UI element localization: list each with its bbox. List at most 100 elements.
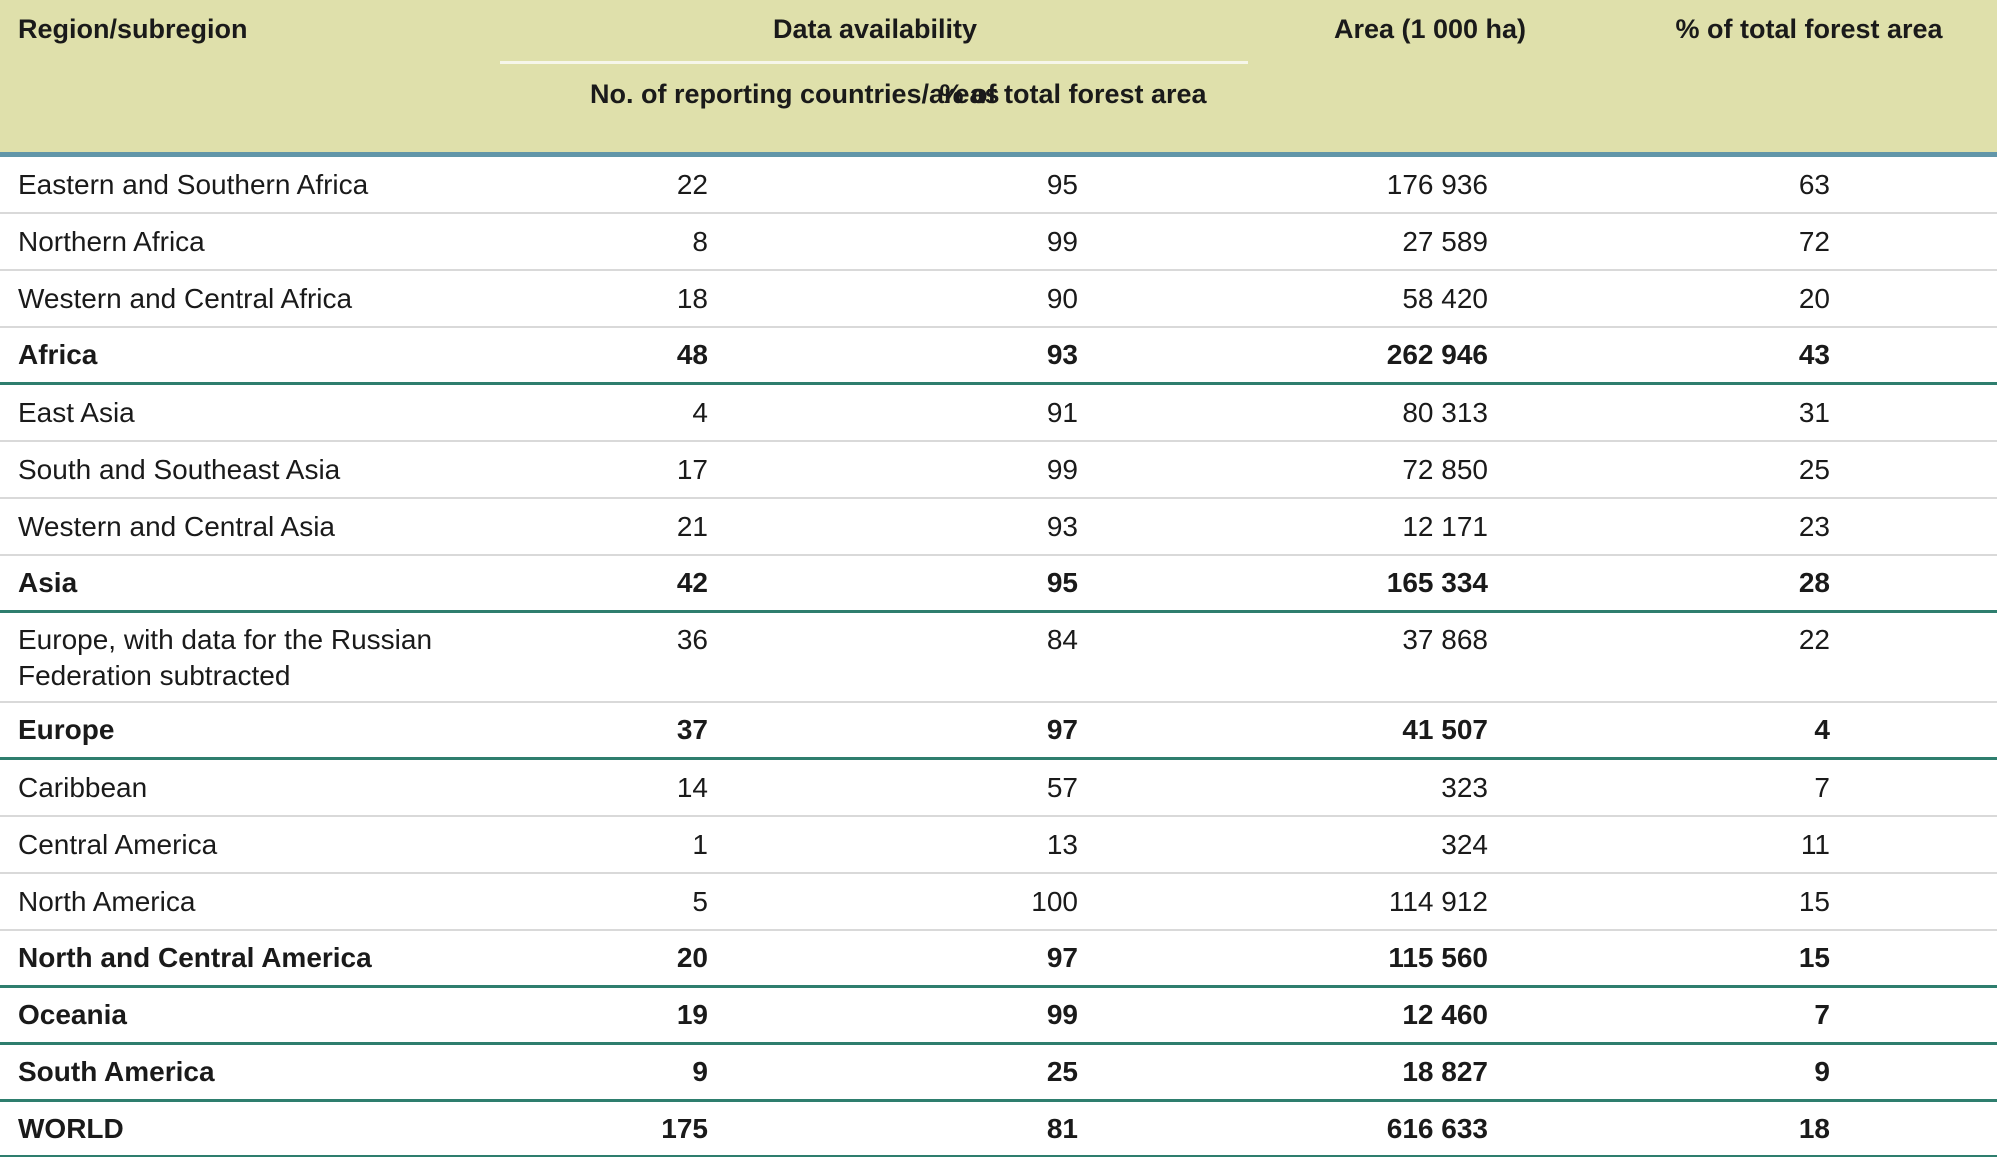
header-total-forest-percent: % of total forest area xyxy=(1675,14,1943,44)
reporting-countries-cell: 9 xyxy=(692,1056,708,1087)
region-cell: Northern Africa xyxy=(18,225,205,257)
table-row-total: Oceania 19 99 12 460 7 xyxy=(0,988,1997,1045)
area-cell: 165 334 xyxy=(1386,567,1488,598)
table-row: Europe, with data for the Russian Federa… xyxy=(0,613,1997,703)
area-cell: 262 946 xyxy=(1386,339,1488,370)
table-row-total: Europe 37 97 41 507 4 xyxy=(0,703,1997,760)
area-cell: 72 850 xyxy=(1402,453,1488,485)
total-forest-percent-cell: 9 xyxy=(1814,1056,1830,1087)
total-forest-percent-cell: 18 xyxy=(1798,1112,1830,1144)
region-cell: East Asia xyxy=(18,396,135,428)
table-row: Eastern and Southern Africa 22 95 176 93… xyxy=(0,157,1997,214)
table-row: Caribbean 14 57 323 7 xyxy=(0,760,1997,817)
total-forest-percent-cell: 11 xyxy=(1800,828,1830,860)
reporting-countries-cell: 5 xyxy=(692,885,708,917)
availability-percent-cell: 57 xyxy=(1046,771,1078,803)
reporting-countries-cell: 19 xyxy=(676,999,708,1030)
total-forest-percent-cell: 22 xyxy=(1798,624,1830,655)
total-forest-percent-cell: 4 xyxy=(1814,714,1830,745)
region-cell: Eastern and Southern Africa xyxy=(18,168,369,200)
availability-percent-cell: 99 xyxy=(1046,225,1078,257)
availability-percent-cell: 99 xyxy=(1046,999,1078,1030)
area-cell: 115 560 xyxy=(1388,942,1488,973)
reporting-countries-cell: 175 xyxy=(661,1112,708,1144)
header-reporting-countries: No. of reporting countries/areas xyxy=(590,79,1000,109)
region-cell: Central America xyxy=(18,828,218,860)
total-forest-percent-cell: 15 xyxy=(1798,942,1830,973)
reporting-countries-cell: 21 xyxy=(676,510,708,542)
region-cell: North and Central America xyxy=(18,942,372,973)
table-body: Eastern and Southern Africa 22 95 176 93… xyxy=(0,157,1997,1157)
total-forest-percent-cell: 63 xyxy=(1798,168,1830,200)
area-cell: 12 171 xyxy=(1402,510,1488,542)
total-forest-percent-cell: 72 xyxy=(1798,225,1830,257)
header-data-availability-group: Data availability xyxy=(772,14,978,44)
availability-percent-cell: 91 xyxy=(1046,396,1078,428)
table-row: Western and Central Asia 21 93 12 171 23 xyxy=(0,499,1997,556)
availability-percent-cell: 25 xyxy=(1046,1056,1078,1087)
table-row: North America 5 100 114 912 15 xyxy=(0,874,1997,931)
area-cell: 27 589 xyxy=(1402,225,1488,257)
total-forest-percent-cell: 25 xyxy=(1798,453,1830,485)
region-cell: Africa xyxy=(18,339,98,370)
reporting-countries-cell: 8 xyxy=(692,225,708,257)
reporting-countries-cell: 4 xyxy=(692,396,708,428)
availability-percent-cell: 84 xyxy=(1046,624,1078,655)
area-cell: 324 xyxy=(1441,828,1488,860)
area-cell: 12 460 xyxy=(1402,999,1488,1030)
area-cell: 323 xyxy=(1441,771,1488,803)
availability-percent-cell: 90 xyxy=(1046,282,1078,314)
header-availability-percent: % of total forest area xyxy=(939,79,1207,109)
total-forest-percent-cell: 7 xyxy=(1814,999,1830,1030)
region-cell: Asia xyxy=(18,567,78,598)
total-forest-percent-cell: 7 xyxy=(1814,771,1830,803)
total-forest-percent-cell: 15 xyxy=(1798,885,1830,917)
total-forest-percent-cell: 20 xyxy=(1798,282,1830,314)
availability-percent-cell: 93 xyxy=(1046,339,1078,370)
header-area: Area (1 000 ha) xyxy=(1333,14,1527,44)
table-row-total: South America 9 25 18 827 9 xyxy=(0,1045,1997,1102)
region-cell: WORLD xyxy=(18,1112,124,1144)
total-forest-percent-cell: 23 xyxy=(1798,510,1830,542)
region-cell: South and Southeast Asia xyxy=(18,453,341,485)
availability-percent-cell: 81 xyxy=(1046,1112,1078,1144)
area-cell: 114 912 xyxy=(1388,885,1488,917)
availability-percent-cell: 95 xyxy=(1046,567,1078,598)
availability-percent-cell: 97 xyxy=(1046,714,1078,745)
availability-percent-cell: 13 xyxy=(1046,828,1078,860)
reporting-countries-cell: 48 xyxy=(676,339,708,370)
table-row: East Asia 4 91 80 313 31 xyxy=(0,385,1997,442)
table-header: Region/subregion Data availability No. o… xyxy=(0,0,1997,157)
reporting-countries-cell: 20 xyxy=(676,942,708,973)
table-row-total: Asia 42 95 165 334 28 xyxy=(0,556,1997,613)
reporting-countries-cell: 37 xyxy=(676,714,708,745)
region-cell: Europe xyxy=(18,714,115,745)
region-cell: Western and Central Asia xyxy=(18,510,335,542)
total-forest-percent-cell: 28 xyxy=(1798,567,1830,598)
data-availability-underline xyxy=(500,61,1248,64)
region-cell: Western and Central Africa xyxy=(18,282,353,314)
table-row-total: North and Central America 20 97 115 560 … xyxy=(0,931,1997,988)
reporting-countries-cell: 42 xyxy=(676,567,708,598)
area-cell: 80 313 xyxy=(1402,396,1488,428)
table-row-world-total: WORLD 175 81 616 633 18 xyxy=(0,1102,1997,1157)
reporting-countries-cell: 22 xyxy=(676,168,708,200)
area-cell: 176 936 xyxy=(1386,168,1488,200)
table-row: Western and Central Africa 18 90 58 420 … xyxy=(0,271,1997,328)
region-cell: North America xyxy=(18,885,196,917)
table-row: Northern Africa 8 99 27 589 72 xyxy=(0,214,1997,271)
reporting-countries-cell: 1 xyxy=(692,828,708,860)
availability-percent-cell: 97 xyxy=(1046,942,1078,973)
reporting-countries-cell: 36 xyxy=(676,624,708,655)
region-cell: Oceania xyxy=(18,999,127,1030)
table-row-total: Africa 48 93 262 946 43 xyxy=(0,328,1997,385)
region-cell: Europe, with data for the Russian Federa… xyxy=(18,624,433,692)
availability-percent-cell: 93 xyxy=(1046,510,1078,542)
reporting-countries-cell: 18 xyxy=(676,282,708,314)
header-region-subregion: Region/subregion xyxy=(18,14,248,44)
availability-percent-cell: 99 xyxy=(1046,453,1078,485)
region-cell: Caribbean xyxy=(18,771,148,803)
reporting-countries-cell: 17 xyxy=(676,453,708,485)
table-row: Central America 1 13 324 11 xyxy=(0,817,1997,874)
area-cell: 18 827 xyxy=(1402,1056,1488,1087)
